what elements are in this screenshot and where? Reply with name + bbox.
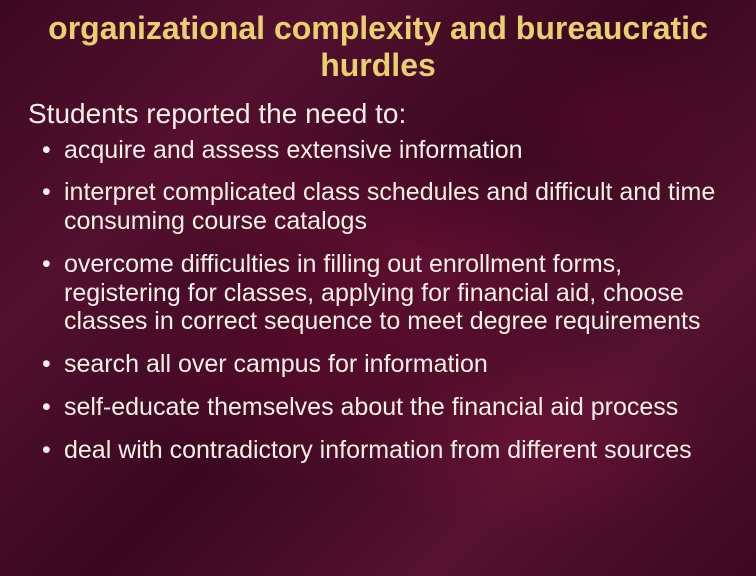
slide-content: organizational complexity and bureaucrat… (0, 0, 756, 576)
slide-title: organizational complexity and bureaucrat… (28, 10, 728, 84)
list-item: acquire and assess extensive information (38, 136, 728, 165)
list-item: overcome difficulties in filling out enr… (38, 250, 728, 336)
list-item: self-educate themselves about the financ… (38, 393, 728, 422)
intro-text: Students reported the need to: (28, 98, 728, 130)
list-item: interpret complicated class schedules an… (38, 178, 728, 236)
list-item: search all over campus for information (38, 350, 728, 379)
list-item: deal with contradictory information from… (38, 436, 728, 465)
bullet-list: acquire and assess extensive information… (28, 136, 728, 465)
